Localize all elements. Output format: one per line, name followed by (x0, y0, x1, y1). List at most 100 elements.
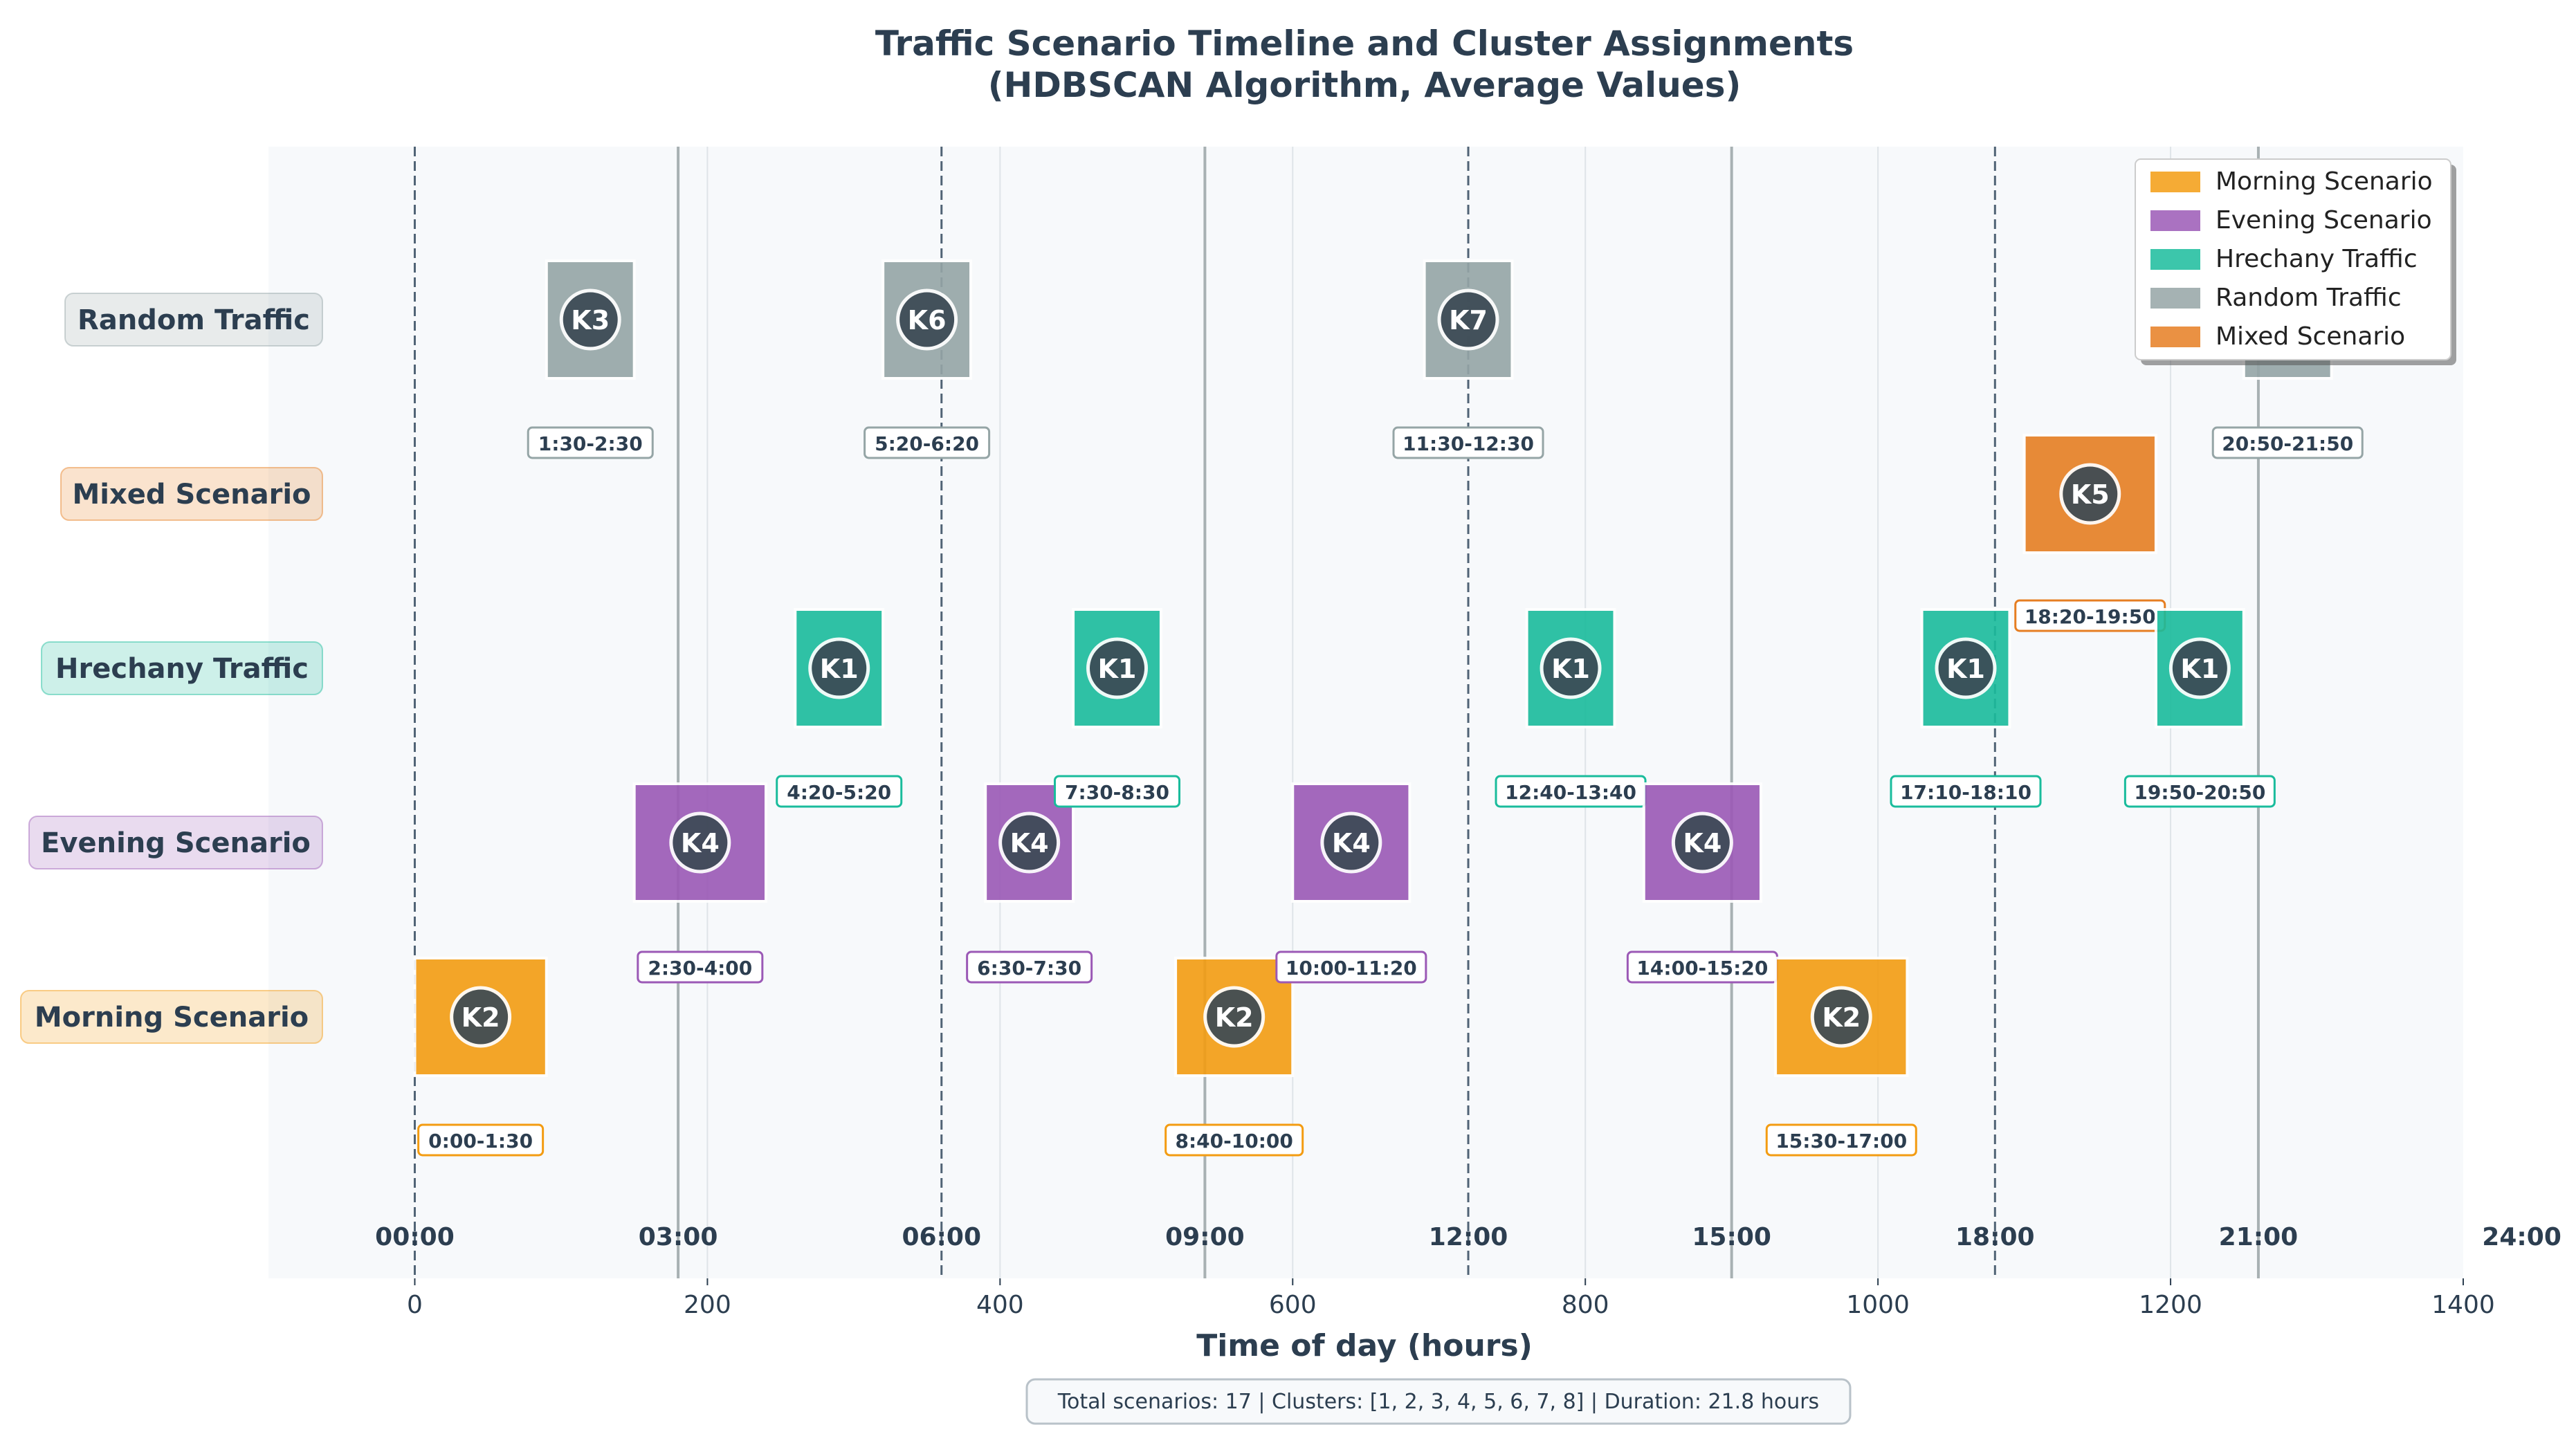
time-label-box (776, 775, 903, 808)
time-label-box (417, 1123, 545, 1157)
cluster-label: K1 (1098, 654, 1137, 684)
hour-label: 00:00 (375, 1223, 455, 1251)
cluster-label: K2 (462, 1002, 500, 1033)
time-label: 8:40-10:00 (1175, 1130, 1292, 1152)
legend-entry: Morning Scenario (2216, 167, 2433, 196)
hour-label: 18:00 (1955, 1223, 2035, 1251)
cluster-badge (808, 637, 870, 699)
hour-labels: 00:00 03:00 06:00 09:00 12:00 15:00 18:00 21:00… (375, 1223, 2561, 1251)
time-label-box (1054, 775, 1181, 808)
hour-label: 12:00 (1429, 1223, 1508, 1251)
x-tick-label: 0 (407, 1291, 423, 1319)
cluster-label: K1 (1946, 654, 1985, 684)
x-tick-label: 1000 (1846, 1291, 1910, 1319)
cluster-badge (2168, 637, 2231, 699)
cluster-badge (559, 288, 621, 351)
cluster-label: K1 (820, 654, 859, 684)
x-axis-label: Time of day (hours) (1196, 1328, 1533, 1363)
x-tick-label: 600 (1269, 1291, 1317, 1319)
hour-label: 24:00 (2482, 1223, 2561, 1251)
cluster-badge (2059, 463, 2121, 525)
time-label: 10:00-11:20 (1286, 957, 1417, 980)
legend: Morning Scenario Evening Scenario Hrechany… (2135, 158, 2456, 365)
legend-box (2135, 158, 2451, 360)
y-axis-label: Hrechany Traffic (55, 653, 309, 685)
time-label: 20:50-21:50 (2222, 432, 2353, 455)
x-tick-label: 200 (684, 1291, 731, 1319)
x-tick-label: 1400 (2431, 1291, 2495, 1319)
y-label-box (60, 467, 323, 521)
cluster-badge (1810, 986, 1872, 1048)
cluster-label: K7 (1449, 305, 1488, 336)
cluster-badge (998, 811, 1061, 874)
y-axis-label: Morning Scenario (35, 1002, 309, 1033)
time-label-box (1392, 426, 1544, 459)
time-label: 0:00-1:30 (428, 1130, 533, 1152)
legend-swatch (2150, 210, 2200, 231)
y-axis-labels: Morning Scenario Evening Scenario Hrechany… (20, 293, 323, 1044)
x-tick-label: 1200 (2139, 1291, 2202, 1319)
cluster-label: K4 (1332, 828, 1371, 858)
time-label-box (637, 950, 764, 984)
cluster-label: K5 (2071, 479, 2110, 510)
time-label-box (1275, 950, 1427, 984)
cluster-label: K6 (908, 305, 947, 336)
time-label: 17:10-18:10 (1900, 781, 2031, 804)
time-label-box (527, 426, 654, 459)
cluster-badge (1935, 637, 1997, 699)
y-label-box (41, 641, 323, 695)
scenario-bars: K2 0:00-1:30 K3 1:30-2:30 K4 2:30-4:00 K1 4:20-… (413, 259, 2364, 1157)
time-label-box (966, 950, 1093, 984)
time-label: 6:30-7:30 (977, 957, 1081, 980)
time-label: 19:50-20:50 (2134, 781, 2265, 804)
cluster-badge (1203, 986, 1266, 1048)
time-label: 14:00-15:20 (1636, 957, 1768, 980)
legend-swatch (2150, 172, 2200, 192)
cluster-label: K4 (1010, 828, 1049, 858)
time-label: 18:20-19:50 (2025, 605, 2156, 628)
legend-entry: Evening Scenario (2216, 206, 2432, 235)
hour-label: 21:00 (2219, 1223, 2299, 1251)
time-label: 7:30-8:30 (1065, 781, 1169, 804)
cluster-badge (896, 288, 958, 351)
time-label-box (2123, 775, 2276, 808)
cluster-badge (1540, 637, 1602, 699)
cluster-label: K4 (681, 828, 720, 858)
cluster-label: K2 (1822, 1002, 1861, 1033)
footer-text: Total scenarios: 17 | Clusters: [1, 2, 3… (1057, 1390, 1819, 1414)
hour-label: 09:00 (1165, 1223, 1245, 1251)
chart-title-line1: Traffic Scenario Timeline and Cluster As… (875, 24, 1854, 64)
cluster-badge (450, 986, 512, 1048)
x-tick-label: 400 (976, 1291, 1024, 1319)
time-label-box (2211, 426, 2364, 459)
cluster-label: K1 (2180, 654, 2219, 684)
chart-title-line2: (HDBSCAN Algorithm, Average Values) (988, 65, 1742, 105)
time-label: 5:20-6:20 (875, 432, 979, 455)
scenario-bar (1174, 957, 1295, 1077)
time-label: 11:30-12:30 (1403, 432, 1534, 455)
cluster-label: K2 (1215, 1002, 1254, 1033)
cluster-badge (1437, 288, 1499, 351)
cluster-badge (1671, 811, 1733, 874)
hour-label: 03:00 (639, 1223, 718, 1251)
cluster-badge (1320, 811, 1382, 874)
hour-label: 06:00 (902, 1223, 981, 1251)
legend-swatch (2150, 288, 2200, 309)
x-axis-ticks: 0 200 400 600 800 1000 1200 1400 (407, 1278, 2495, 1319)
x-tick-label: 800 (1562, 1291, 1609, 1319)
y-axis-label: Evening Scenario (41, 827, 311, 859)
legend-swatch (2150, 327, 2200, 347)
time-label-box (1765, 1123, 1917, 1157)
time-label-box (1164, 1123, 1304, 1157)
time-label-box (864, 426, 991, 459)
time-label-box (1890, 775, 2042, 808)
time-label: 12:40-13:40 (1505, 781, 1636, 804)
hour-label: 15:00 (1692, 1223, 1771, 1251)
y-axis-label: Random Traffic (77, 304, 310, 336)
time-label: 2:30-4:00 (648, 957, 752, 980)
cluster-badge (1086, 637, 1149, 699)
y-label-box (20, 990, 323, 1044)
cluster-label: K4 (1683, 828, 1721, 858)
y-label-box (28, 816, 323, 870)
